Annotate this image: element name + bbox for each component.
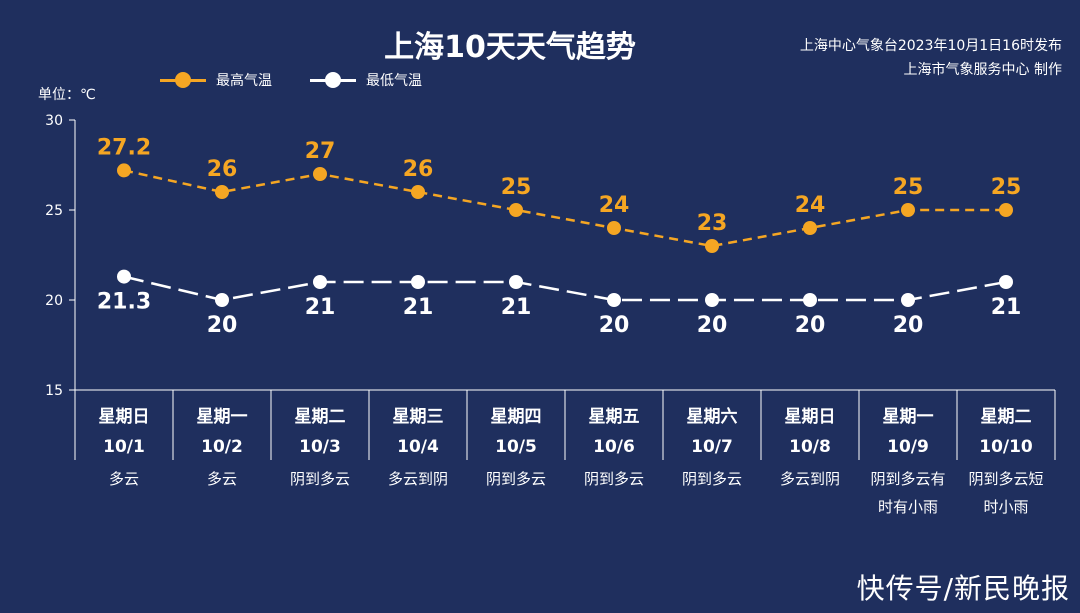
high-temp-data-label: 25	[991, 175, 1022, 200]
source-info: 上海中心气象台2023年10月1日16时发布 上海市气象服务中心 制作	[800, 34, 1062, 82]
x-weather-label: 阴到多云	[584, 470, 644, 488]
y-axis-unit-label: 单位：℃	[38, 87, 96, 103]
low-temp-data-label: 21	[501, 295, 532, 320]
high-temp-data-label: 23	[697, 211, 728, 236]
low-temp-line	[123, 275, 1007, 302]
high-temp-point	[901, 203, 915, 217]
low-temp-point	[803, 293, 817, 307]
x-date-label: 10/7	[691, 437, 733, 457]
low-temp-point	[901, 293, 915, 307]
x-date-label: 10/3	[299, 437, 341, 457]
legend: 最高气温 最低气温	[160, 70, 422, 90]
high-temp-line	[123, 169, 1006, 248]
low-temp-point	[705, 293, 719, 307]
x-weather-label: 阴到多云	[290, 470, 350, 488]
low-temp-data-label: 21	[403, 295, 434, 320]
source-line-2: 上海市气象服务中心 制作	[903, 62, 1062, 78]
x-weekday-label: 星期二	[981, 407, 1032, 427]
source-line-1: 上海中心气象台2023年10月1日16时发布	[799, 38, 1062, 54]
x-weather-label: 多云	[207, 470, 237, 488]
x-date-label: 10/1	[103, 437, 145, 457]
low-temp-point	[215, 293, 229, 307]
x-weekday-label: 星期四	[491, 407, 542, 427]
x-weekday-label: 星期一	[883, 407, 934, 427]
high-temp-data-label: 25	[501, 175, 532, 200]
x-weekday-label: 星期六	[687, 406, 738, 427]
high-temp-data-label: 27	[305, 139, 336, 164]
y-tick-label: 25	[45, 203, 63, 219]
low-temp-data-label: 21	[305, 295, 336, 320]
x-weather-label: 阴到多云	[486, 470, 546, 488]
x-weather-label: 多云到阴	[780, 470, 840, 488]
high-temp-data-label: 24	[795, 193, 826, 218]
x-weather-label: 阴到多云短	[968, 470, 1043, 488]
x-weekday-label: 星期三	[393, 407, 444, 427]
high-temp-point	[999, 203, 1013, 217]
x-date-label: 10/2	[201, 437, 243, 457]
x-weather-label: 多云	[109, 470, 139, 488]
low-temp-data-label: 21	[991, 295, 1022, 320]
watermark: 快传号/新民晚报	[856, 572, 1070, 605]
x-date-label: 10/10	[979, 437, 1033, 457]
chart-title: 上海10天天气趋势	[384, 30, 636, 65]
x-weather-label: 阴到多云有	[870, 470, 945, 488]
x-weekday-label: 星期日	[785, 407, 836, 427]
legend-swatch-low	[310, 70, 356, 90]
high-temp-point	[117, 163, 131, 178]
high-temp-point	[509, 203, 523, 217]
high-temp-data-label: 26	[207, 157, 238, 182]
x-date-label: 10/4	[397, 437, 439, 457]
high-temp-data-label: 25	[893, 175, 924, 200]
legend-label-high: 最高气温	[216, 73, 272, 89]
low-temp-point	[313, 275, 327, 289]
x-weekday-label: 星期一	[197, 407, 248, 427]
y-tick-label: 30	[45, 113, 63, 129]
x-date-label: 10/8	[789, 437, 831, 457]
high-temp-data-label: 24	[599, 193, 630, 218]
x-date-label: 10/5	[495, 437, 537, 457]
low-temp-point	[607, 293, 621, 307]
x-weather-label: 多云到阴	[388, 470, 448, 488]
high-temp-point	[411, 185, 425, 199]
low-temp-point	[999, 275, 1013, 289]
x-weather-label: 时小雨	[983, 498, 1028, 516]
low-temp-data-label: 20	[599, 313, 630, 338]
high-temp-data-label: 27.2	[97, 135, 151, 160]
y-tick-label: 20	[45, 293, 63, 309]
y-tick-label: 15	[45, 383, 63, 399]
low-temp-point	[117, 269, 131, 284]
high-temp-point	[313, 167, 327, 181]
low-temp-data-label: 20	[893, 313, 924, 338]
x-date-label: 10/6	[593, 437, 635, 457]
legend-label-low: 最低气温	[366, 73, 422, 89]
x-weekday-label: 星期二	[295, 407, 346, 427]
low-temp-point	[411, 275, 425, 289]
low-temp-data-label: 21.3	[97, 290, 151, 315]
low-temp-data-label: 20	[795, 313, 826, 338]
legend-item-high: 最高气温	[160, 70, 272, 90]
x-weekday-label: 星期五	[589, 407, 640, 427]
x-date-label: 10/9	[887, 437, 929, 457]
high-temp-point	[705, 239, 719, 253]
legend-swatch-high	[160, 70, 206, 90]
high-temp-data-label: 26	[403, 157, 434, 182]
legend-item-low: 最低气温	[310, 70, 422, 90]
high-temp-point	[607, 221, 621, 235]
low-temp-data-label: 20	[207, 313, 238, 338]
high-temp-point	[215, 185, 229, 199]
x-weather-label: 时有小雨	[878, 498, 938, 516]
high-temp-point	[803, 221, 817, 235]
low-temp-data-label: 20	[697, 313, 728, 338]
low-temp-point	[509, 275, 523, 289]
x-weather-label: 阴到多云	[682, 470, 742, 488]
x-weekday-label: 星期日	[99, 407, 150, 427]
